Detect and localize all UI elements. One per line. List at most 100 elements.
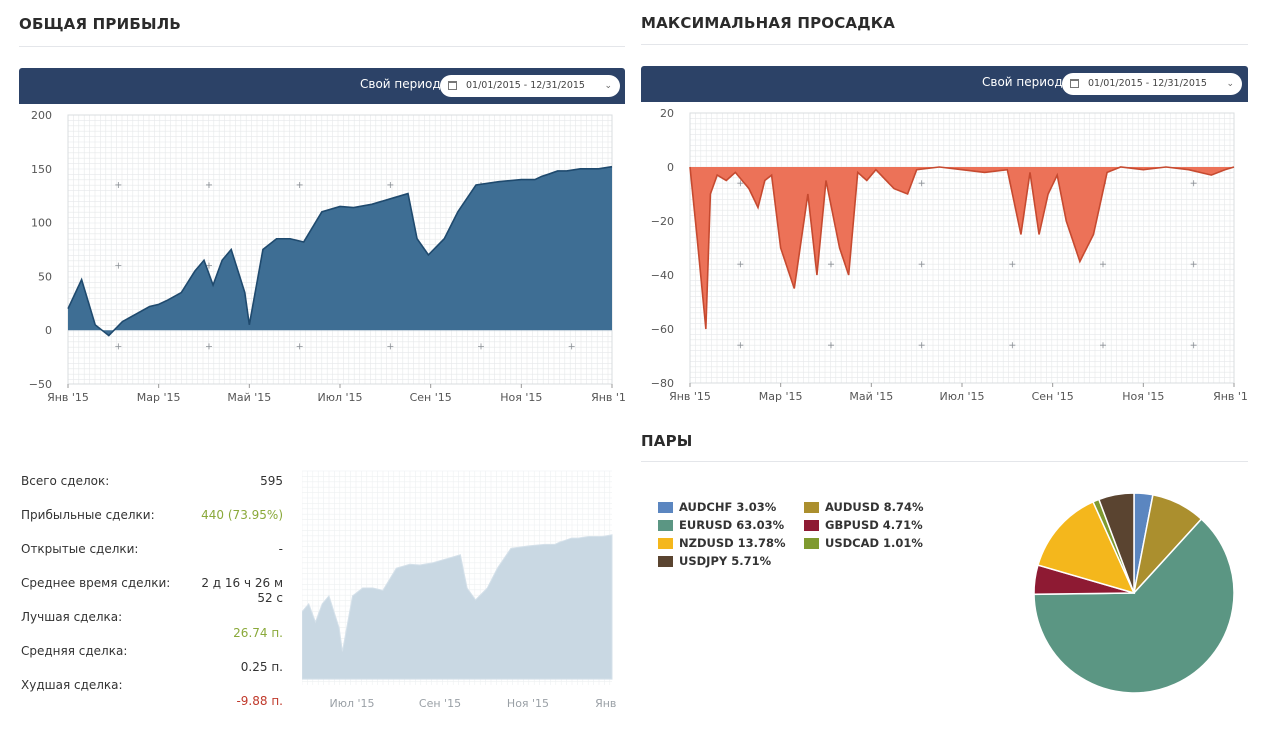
stat-worst-label: Худшая сделка: xyxy=(21,678,123,692)
legend-swatch xyxy=(658,502,673,513)
profit-period-value: 01/01/2015 - 12/31/2015 xyxy=(466,80,585,91)
pie-slice xyxy=(1097,492,1135,594)
x-tick-label: Сен '15 xyxy=(410,391,452,404)
plus-marker xyxy=(206,343,212,350)
plus-marker xyxy=(737,180,744,187)
plus-marker xyxy=(478,343,484,350)
series-area xyxy=(690,167,1234,329)
y-tick-label: 150 xyxy=(31,163,52,176)
plus-marker xyxy=(737,342,744,349)
chevron-down-icon: ⌄ xyxy=(604,81,612,91)
profit-title-rule xyxy=(19,46,625,47)
y-tick-label: −40 xyxy=(651,269,674,282)
plus-marker xyxy=(387,343,394,350)
plus-marker xyxy=(1190,180,1197,187)
y-tick-label: −80 xyxy=(651,377,674,390)
plus-marker xyxy=(737,261,744,268)
mini-x-tick-label: Июл '15 xyxy=(329,697,374,710)
mini-x-tick-label: Янв '16 xyxy=(595,697,618,710)
series-line xyxy=(689,166,1235,330)
calendar-icon xyxy=(448,81,457,90)
x-tick-label: Янв '16 xyxy=(591,391,625,404)
stat-open-value: - xyxy=(278,542,283,556)
plus-marker xyxy=(828,342,834,349)
y-tick-label: 20 xyxy=(660,107,674,120)
legend-label: NZDUSD 13.78% xyxy=(679,536,786,550)
y-tick-label: 50 xyxy=(38,270,52,283)
x-tick-label: Май '15 xyxy=(849,390,893,403)
drawdown-period-value: 01/01/2015 - 12/31/2015 xyxy=(1088,78,1207,89)
legend-label: USDJPY 5.71% xyxy=(679,554,772,568)
legend-label: USDCAD 1.01% xyxy=(825,536,923,550)
stat-avg-time-value-2: 52 с xyxy=(257,591,283,605)
x-tick-label: Май '15 xyxy=(227,391,271,404)
plus-marker xyxy=(387,181,394,188)
plus-marker xyxy=(918,342,925,349)
legend-swatch xyxy=(804,538,819,549)
y-tick-label: 0 xyxy=(45,324,52,337)
drawdown-chart-header: Свой период: 01/01/2015 - 12/31/2015 ⌄ xyxy=(641,66,1248,102)
legend-swatch xyxy=(804,502,819,513)
x-tick-label: Янв '15 xyxy=(47,391,89,404)
drawdown-period-label: Свой период: xyxy=(982,75,1067,89)
plus-marker xyxy=(115,181,122,188)
stat-best-value: 26.74 п. xyxy=(233,626,283,640)
legend-label: GBPUSD 4.71% xyxy=(825,518,923,532)
drawdown-title: МАКСИМАЛЬНАЯ ПРОСАДКА xyxy=(641,14,896,32)
chevron-down-icon: ⌄ xyxy=(1226,79,1234,89)
mini-x-tick-label: Сен '15 xyxy=(419,697,461,710)
profit-title: ОБЩАЯ ПРИБЫЛЬ xyxy=(19,15,182,33)
pie-slice xyxy=(1037,500,1136,595)
series-line xyxy=(67,165,613,337)
x-tick-label: Сен '15 xyxy=(1032,390,1074,403)
plus-marker xyxy=(1100,342,1106,349)
profit-period-select[interactable]: 01/01/2015 - 12/31/2015 ⌄ xyxy=(440,75,620,97)
plus-marker xyxy=(296,343,303,350)
x-tick-label: Мар '15 xyxy=(137,391,181,404)
y-tick-label: 100 xyxy=(31,217,52,230)
plus-marker xyxy=(1009,261,1016,268)
stat-avg-time-label: Среднее время сделки: xyxy=(21,576,171,590)
mini-profit-chart: Июл '15 Сен '15 Ноя '15 Янв '16 xyxy=(302,470,618,710)
plus-marker xyxy=(1190,342,1197,349)
mini-series-area xyxy=(302,534,613,680)
drawdown-title-rule xyxy=(641,44,1248,45)
x-tick-label: Ноя '15 xyxy=(1122,390,1164,403)
drawdown-period-select[interactable]: 01/01/2015 - 12/31/2015 ⌄ xyxy=(1062,73,1242,95)
x-tick-label: Янв '15 xyxy=(669,390,711,403)
plus-marker xyxy=(568,343,575,350)
legend-swatch xyxy=(658,538,673,549)
stat-open-label: Открытые сделки: xyxy=(21,542,139,556)
pairs-title: ПАРЫ xyxy=(641,432,693,450)
plus-marker xyxy=(115,343,122,350)
pie-slice xyxy=(1033,518,1235,694)
stat-best-label: Лучшая сделка: xyxy=(21,610,123,624)
x-tick-label: Янв '16 xyxy=(1213,390,1248,403)
legend-label: AUDCHF 3.03% xyxy=(679,500,777,514)
series-area xyxy=(68,166,612,336)
pairs-title-rule xyxy=(641,461,1248,462)
chart-grid xyxy=(689,112,1234,384)
legend-label: EURUSD 63.03% xyxy=(679,518,785,532)
mini-x-tick-label: Ноя '15 xyxy=(507,697,549,710)
stat-avg-value: 0.25 п. xyxy=(240,660,283,674)
calendar-icon xyxy=(1070,79,1079,88)
stat-worst-value: -9.88 п. xyxy=(236,694,283,708)
plus-marker xyxy=(918,261,925,268)
x-tick-label: Ноя '15 xyxy=(500,391,542,404)
stat-profitable-label: Прибыльные сделки: xyxy=(21,508,155,522)
legend-swatch xyxy=(658,556,673,567)
stat-profitable-value: 440 (73.95%) xyxy=(201,508,283,522)
stat-avg-time-value-1: 2 д 16 ч 26 м xyxy=(201,576,283,590)
plus-marker xyxy=(115,262,122,269)
y-tick-label: 200 xyxy=(31,109,52,122)
stat-avg-label: Средняя сделка: xyxy=(21,644,128,658)
legend-label: AUDUSD 8.74% xyxy=(825,500,924,514)
profit-chart-header: Свой период: 01/01/2015 - 12/31/2015 ⌄ xyxy=(19,68,625,104)
legend-swatch xyxy=(658,520,673,531)
y-tick-label: 0 xyxy=(667,161,674,174)
stat-total-value: 595 xyxy=(260,474,283,488)
x-tick-label: Июл '15 xyxy=(939,390,984,403)
x-tick-label: Мар '15 xyxy=(759,390,803,403)
